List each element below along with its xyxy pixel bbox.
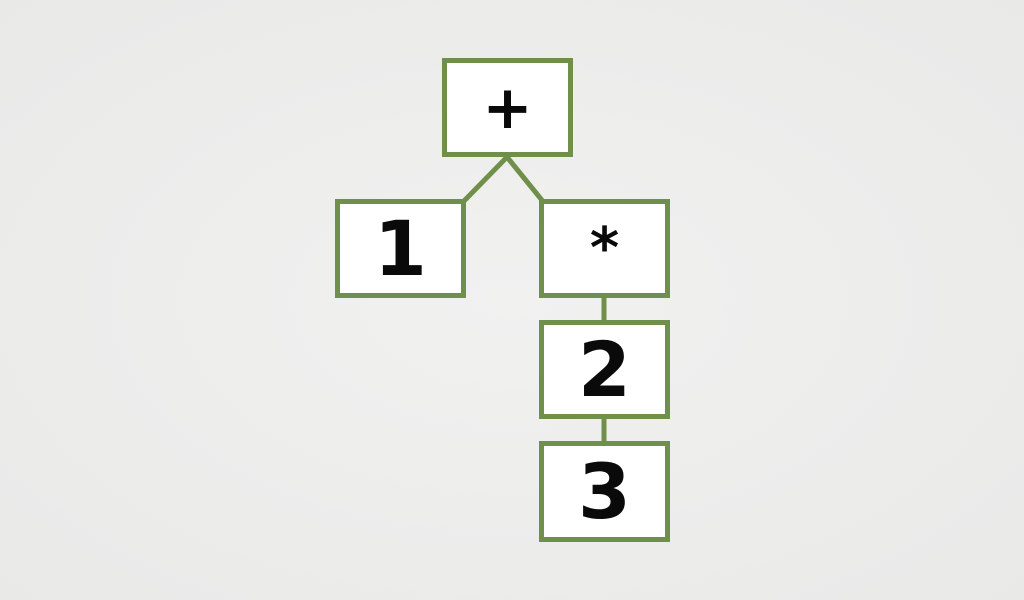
edge-root-mul — [503, 153, 545, 203]
node-label-multiply: * — [589, 215, 620, 281]
tree-node-one: 1 — [335, 199, 466, 298]
node-label-one: 1 — [374, 203, 427, 293]
node-label-plus: + — [482, 72, 533, 143]
node-label-three: 3 — [578, 446, 631, 536]
tree-node-two: 2 — [539, 320, 670, 419]
tree-node-plus: + — [442, 58, 573, 157]
tree-node-three: 3 — [539, 441, 670, 542]
tree-node-multiply: * — [539, 199, 670, 298]
edge-root-one — [462, 153, 511, 203]
node-label-two: 2 — [578, 324, 631, 414]
